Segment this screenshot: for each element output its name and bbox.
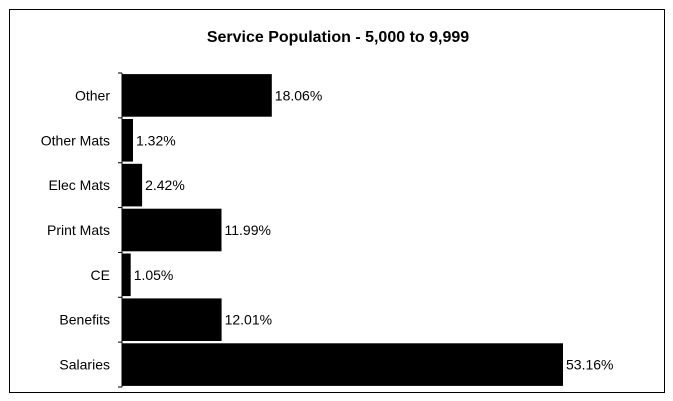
data-label: 11.99% xyxy=(225,222,271,238)
data-label: 53.16% xyxy=(566,357,613,373)
category-label: Print Mats xyxy=(47,222,110,238)
category-label: Elec Mats xyxy=(49,177,110,193)
category-label: Salaries xyxy=(59,357,110,373)
bar-other xyxy=(122,74,272,117)
data-label: 18.06% xyxy=(275,87,322,103)
data-label: 1.05% xyxy=(134,267,174,283)
bar-chart: Other 18.06% Other Mats 1.32% Elec Mats 2.42%… xyxy=(41,72,613,388)
bar-elec-mats xyxy=(122,163,143,207)
data-label: 12.01% xyxy=(225,312,272,328)
bar-benefits xyxy=(122,298,222,341)
category-label: Benefits xyxy=(59,312,110,328)
category-label: CE xyxy=(91,267,110,283)
category-label: Other xyxy=(75,87,110,103)
bar-print-mats xyxy=(122,208,222,252)
bar-ce xyxy=(122,253,131,297)
bar-other-mats xyxy=(122,119,133,162)
chart-frame: Service Population - 5,000 to 9,999 Othe… xyxy=(9,9,665,393)
data-label: 2.42% xyxy=(145,177,185,193)
data-label: 1.32% xyxy=(136,132,176,148)
chart-title: Service Population - 5,000 to 9,999 xyxy=(206,29,470,46)
bar-salaries xyxy=(122,343,563,386)
category-label: Other Mats xyxy=(41,132,110,148)
